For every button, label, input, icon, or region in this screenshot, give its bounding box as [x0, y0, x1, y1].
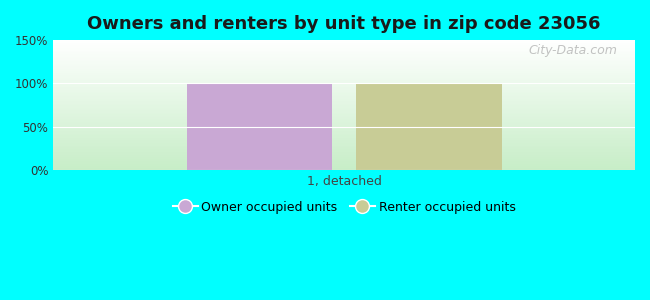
Text: City-Data.com: City-Data.com: [528, 44, 618, 57]
Legend: Owner occupied units, Renter occupied units: Owner occupied units, Renter occupied un…: [168, 196, 521, 219]
Bar: [356, 83, 502, 170]
Title: Owners and renters by unit type in zip code 23056: Owners and renters by unit type in zip c…: [87, 15, 601, 33]
Bar: [187, 83, 332, 170]
